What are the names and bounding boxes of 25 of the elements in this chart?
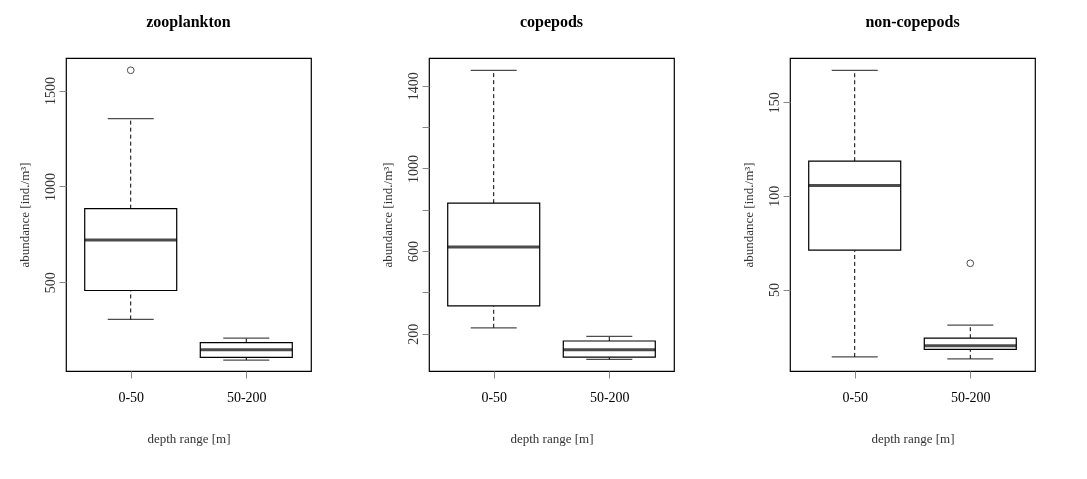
chart-title: non-copepods bbox=[865, 13, 960, 31]
x-tick-label: 50-200 bbox=[589, 389, 630, 405]
x-tick-label: 50-200 bbox=[950, 389, 991, 405]
y-tick-label: 100 bbox=[766, 185, 782, 207]
x-axis-title: depth range [m] bbox=[510, 430, 594, 446]
x-tick-label: 0-50 bbox=[118, 389, 145, 405]
y-tick-label: 1400 bbox=[405, 72, 421, 101]
chart-title: zooplankton bbox=[146, 13, 231, 31]
x-tick-label: 0-50 bbox=[481, 389, 508, 405]
x-axis-title: depth range [m] bbox=[871, 430, 955, 446]
y-tick-label: 500 bbox=[42, 272, 58, 294]
y-tick-label: 600 bbox=[405, 241, 421, 263]
x-tick-label: 50-200 bbox=[226, 389, 267, 405]
y-tick-label: 200 bbox=[405, 323, 421, 345]
chart-title: copepods bbox=[519, 13, 584, 31]
y-tick-label: 1000 bbox=[405, 154, 421, 183]
y-tick-label: 150 bbox=[766, 92, 782, 114]
y-axis-title: abundance [ind./m³] bbox=[379, 162, 395, 268]
y-tick-label: 1000 bbox=[42, 172, 58, 201]
y-tick-label: 50 bbox=[766, 283, 782, 298]
x-axis-title: depth range [m] bbox=[147, 430, 231, 446]
y-tick-label: 1500 bbox=[42, 77, 58, 106]
y-axis-title: abundance [ind./m³] bbox=[740, 162, 756, 268]
y-axis-title: abundance [ind./m³] bbox=[16, 162, 32, 268]
x-tick-label: 0-50 bbox=[842, 389, 869, 405]
